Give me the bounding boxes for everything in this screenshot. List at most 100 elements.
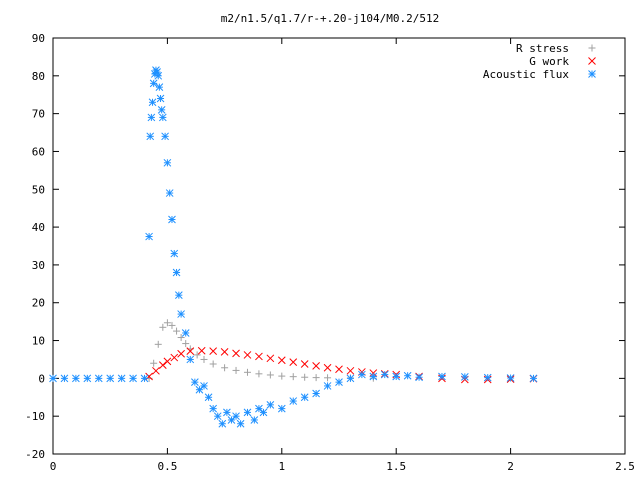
- r-stress-point: [312, 374, 320, 382]
- r-stress-point: [168, 321, 176, 329]
- acoustic-flux-point: [266, 400, 275, 409]
- acoustic-flux-point: [259, 408, 268, 417]
- y-tick-label: 20: [32, 297, 45, 310]
- r-stress-point: [200, 355, 208, 363]
- x-tick-label: 0: [50, 460, 57, 473]
- acoustic-flux-point: [146, 132, 155, 141]
- data-marks: [49, 66, 538, 428]
- acoustic-flux-point: [186, 355, 195, 364]
- legend-marker-r-stress: [588, 44, 596, 52]
- acoustic-flux-point: [255, 404, 263, 413]
- y-tick-label: 80: [32, 70, 45, 83]
- axis-ticks: 0 0.5 1 1.5 2 2.5 -20 -10 0 10 20 30 40 50 60 70 80 90: [25, 32, 635, 473]
- g-work-point: [312, 362, 320, 370]
- x-tick-label: 1: [278, 460, 285, 473]
- series-g-work: [145, 346, 538, 384]
- y-tick-label: 0: [38, 372, 45, 385]
- g-work-point: [177, 349, 185, 358]
- acoustic-flux-point: [243, 408, 252, 417]
- acoustic-flux-point: [200, 382, 208, 390]
- r-stress-point: [221, 364, 229, 372]
- acoustic-flux-point: [149, 79, 158, 88]
- g-work-point: [232, 349, 240, 358]
- acoustic-flux-point: [165, 189, 174, 197]
- r-stress-point: [154, 340, 162, 348]
- acoustic-flux-point: [506, 374, 515, 382]
- acoustic-flux-point: [300, 393, 309, 402]
- r-stress-point: [182, 340, 190, 348]
- acoustic-flux-point: [529, 374, 538, 383]
- acoustic-flux-point: [161, 132, 169, 141]
- g-work-point: [255, 352, 263, 361]
- y-tick-label: -20: [25, 448, 45, 461]
- legend-label-g-work: G work: [529, 55, 569, 68]
- x-tick-label: 2.5: [615, 460, 635, 473]
- y-tick-label: 30: [32, 259, 45, 272]
- r-stress-point: [266, 371, 274, 379]
- acoustic-flux-point: [60, 374, 69, 383]
- g-work-point: [163, 357, 172, 366]
- g-work-point: [243, 351, 252, 359]
- g-work-point: [209, 347, 218, 355]
- acoustic-flux-point: [83, 374, 92, 383]
- y-tick-label: 10: [32, 335, 45, 348]
- acoustic-flux-point: [289, 397, 298, 405]
- g-work-point: [197, 346, 206, 355]
- g-work-point: [300, 360, 309, 368]
- acoustic-flux-point: [277, 404, 286, 413]
- x-tick-label: 2: [507, 460, 514, 473]
- r-stress-point: [193, 351, 201, 359]
- acoustic-flux-point: [94, 374, 103, 383]
- acoustic-flux-point: [174, 291, 183, 300]
- y-tick-label: 70: [32, 108, 45, 121]
- r-stress-point: [278, 372, 286, 380]
- g-work-point: [266, 354, 275, 363]
- acoustic-flux-point: [148, 98, 157, 107]
- g-work-point: [335, 365, 343, 374]
- acoustic-flux-point: [438, 372, 446, 381]
- acoustic-flux-point: [170, 249, 179, 258]
- g-work-point: [158, 361, 167, 369]
- y-tick-label: 40: [32, 221, 45, 234]
- y-tick-label: 60: [32, 145, 45, 158]
- acoustic-flux-point: [155, 83, 164, 92]
- r-stress-point: [173, 327, 181, 335]
- acoustic-flux-point: [213, 412, 222, 421]
- r-stress-point: [209, 360, 217, 368]
- r-stress-point: [324, 374, 332, 382]
- y-tick-label: 90: [32, 32, 45, 45]
- g-work-point: [152, 366, 160, 375]
- acoustic-flux-point: [191, 378, 199, 386]
- acoustic-flux-point: [158, 113, 167, 122]
- acoustic-flux-point: [415, 373, 423, 382]
- acoustic-flux-point: [358, 370, 366, 379]
- acoustic-flux-point: [140, 374, 149, 383]
- acoustic-flux-point: [147, 113, 156, 122]
- acoustic-flux-point: [346, 374, 355, 383]
- x-tick-label: 0.5: [157, 460, 177, 473]
- g-work-point: [346, 366, 355, 375]
- acoustic-flux-point: [168, 215, 176, 224]
- chart-title: m2/n1.5/q1.7/r-+.20-j104/M0.2/512: [221, 12, 440, 25]
- legend-label-acoustic-flux: Acoustic flux: [483, 68, 569, 81]
- acoustic-flux-point: [218, 419, 227, 428]
- r-stress-point: [163, 319, 171, 327]
- acoustic-flux-point: [403, 371, 412, 380]
- y-tick-label: -10: [25, 410, 45, 423]
- acoustic-flux-point: [312, 389, 320, 398]
- acoustic-flux-point: [172, 268, 181, 277]
- g-work-point: [220, 348, 229, 356]
- r-stress-point: [289, 373, 297, 381]
- acoustic-flux-point: [156, 94, 165, 103]
- g-work-point: [289, 358, 298, 366]
- y-tick-label: 50: [32, 183, 45, 196]
- r-stress-point: [243, 368, 251, 376]
- acoustic-flux-point: [163, 158, 172, 167]
- r-stress-point: [232, 366, 240, 374]
- acoustic-flux-point: [227, 416, 236, 424]
- acoustic-flux-point: [154, 71, 163, 80]
- acoustic-flux-point: [145, 232, 153, 241]
- acoustic-flux-point: [106, 374, 115, 383]
